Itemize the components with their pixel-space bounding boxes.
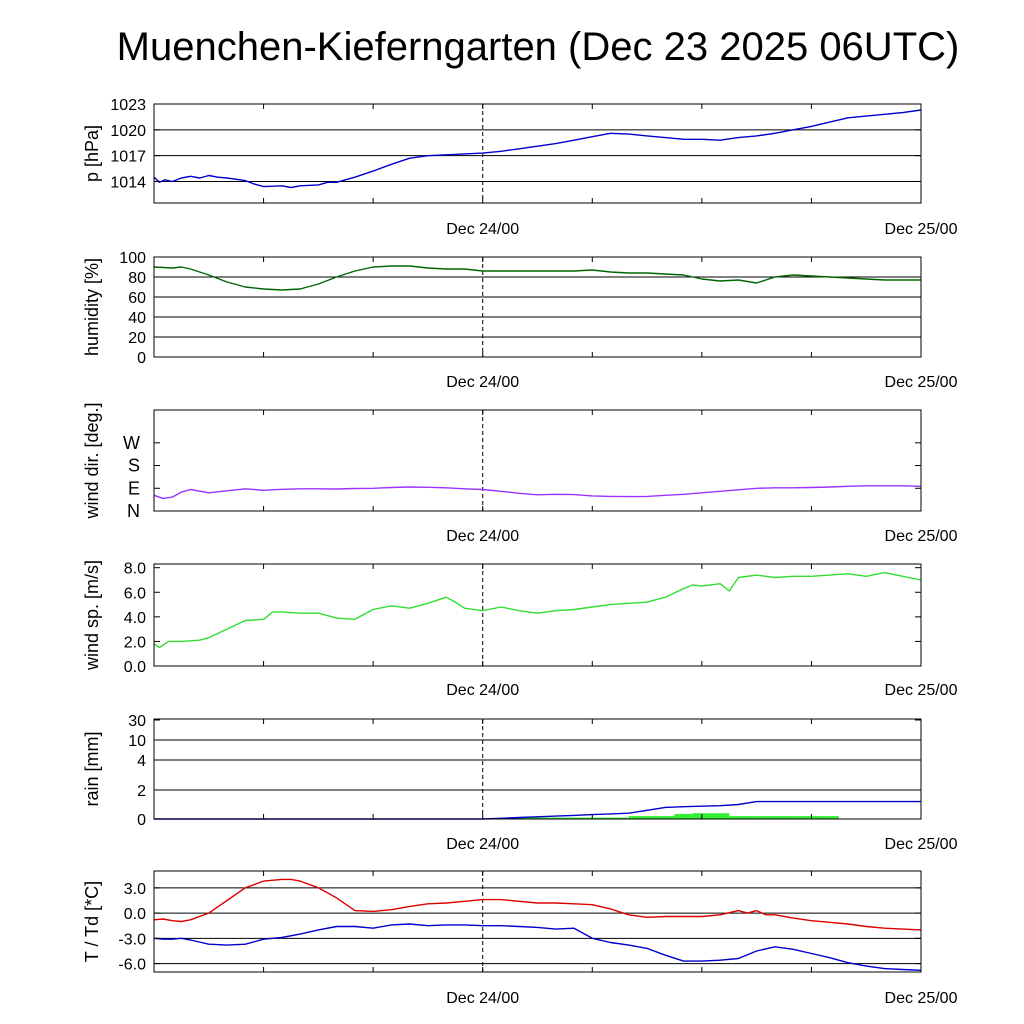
- temperature-y-tick-label: 3.0: [124, 881, 146, 898]
- humidity-y-tick-label: 60: [128, 290, 146, 307]
- rain-frame: [153, 718, 922, 820]
- temperature-series-t: [153, 878, 922, 931]
- rain-y-tick-label: 30: [128, 713, 146, 730]
- rain-x-label: Dec 24/00: [446, 836, 519, 853]
- pressure-y-tick-label: 1020: [110, 123, 146, 140]
- rain-bar: [811, 816, 830, 819]
- rain-bar: [610, 817, 629, 819]
- rain-bar: [500, 817, 538, 819]
- wind-dir-frame: [153, 409, 922, 512]
- temperature-y-tick-label: -3.0: [118, 931, 146, 948]
- humidity-y-tick-label: 40: [128, 310, 146, 327]
- pressure-y-tick-label: 1014: [110, 174, 146, 191]
- wind-dir-y-tick-label: E: [128, 478, 140, 498]
- humidity-panel: 0 20 40 60 80 100 humidity [%] Dec 24/00 Dec 25/…: [82, 250, 958, 391]
- humidity-series-humidity: [153, 265, 921, 291]
- temperature-series-td: [153, 923, 922, 971]
- wind-speed-y-axis-title: wind sp. [m/s]: [82, 560, 102, 671]
- wind-speed-y-tick-label: 8.0: [124, 561, 146, 578]
- wind-speed-series-wind-speed: [153, 571, 922, 649]
- wind-speed-y-tick-label: 0.0: [124, 659, 146, 676]
- rain-bar: [829, 816, 839, 819]
- humidity-y-tick-label: 20: [128, 330, 146, 347]
- wind-speed-y-tick-label: 6.0: [124, 585, 146, 602]
- pressure-y-axis-title: p [hPa]: [82, 125, 102, 182]
- rain-bar: [628, 816, 675, 819]
- rain-bar: [756, 816, 794, 819]
- humidity-y-tick-label: 0: [137, 350, 146, 367]
- rain-series-accumulated-rain: [154, 800, 921, 820]
- wind-speed-y-tick-label: 2.0: [124, 634, 146, 651]
- pressure-frame: [153, 103, 922, 204]
- pressure-panel: 1014 1017 1020 1023 p [hPa] Dec 24/00 Dec 25/0…: [82, 97, 958, 238]
- wind-dir-y-tick-label: W: [123, 433, 140, 453]
- humidity-x-label: Dec 24/00: [446, 374, 519, 391]
- temperature-y-tick-label: -6.0: [118, 957, 146, 974]
- rain-x-label: Dec 25/00: [885, 836, 958, 853]
- humidity-x-label: Dec 25/00: [885, 374, 958, 391]
- temperature-panel: -6.0 -3.0 0.0 3.0 T / Td [*C] Dec 24/00 Dec 25…: [82, 870, 958, 1007]
- rain-bar: [537, 817, 575, 819]
- temperature-frame: [153, 870, 922, 973]
- pressure-series-pressure: [153, 109, 922, 189]
- wind-speed-panel: 0.0 2.0 4.0 6.0 8.0 wind sp. [m/s] Dec 24/00 De…: [82, 560, 958, 699]
- humidity-y-tick-label: 80: [128, 270, 146, 287]
- humidity-y-axis-title: humidity [%]: [82, 258, 102, 356]
- humidity-frame: [153, 256, 922, 358]
- rain-panel: 0 2 4 10 30 rain [mm] Dec 24/00 Dec 25/00: [82, 713, 958, 853]
- chart-title: Muenchen-Kieferngarten (Dec 23 2025 06UT…: [117, 25, 960, 69]
- pressure-y-tick-label: 1017: [110, 149, 146, 166]
- wind-dir-x-label: Dec 24/00: [446, 528, 519, 545]
- wind-dir-y-axis-title: wind dir. [deg.]: [82, 402, 102, 519]
- rain-bar: [692, 813, 730, 819]
- rain-bar: [793, 816, 812, 819]
- temperature-y-tick-label: 0.0: [124, 906, 146, 923]
- wind-dir-x-label: Dec 25/00: [885, 528, 958, 545]
- humidity-y-tick-label: 100: [119, 250, 146, 267]
- rain-bar: [729, 816, 757, 819]
- pressure-x-label: Dec 25/00: [885, 221, 958, 238]
- rain-y-tick-label: 2: [137, 783, 146, 800]
- pressure-y-tick-label: 1023: [110, 97, 146, 114]
- pressure-x-label: Dec 24/00: [446, 221, 519, 238]
- wind-speed-frame: [153, 563, 922, 667]
- wind-speed-x-label: Dec 24/00: [446, 682, 519, 699]
- temperature-y-axis-title: T / Td [*C]: [82, 881, 102, 962]
- rain-y-tick-label: 10: [128, 733, 146, 750]
- wind-dir-y-tick-label: N: [127, 501, 140, 521]
- rain-y-tick-label: 4: [137, 753, 146, 770]
- wind-dir-series-wind-direction: [153, 485, 922, 500]
- wind-speed-x-label: Dec 25/00: [885, 682, 958, 699]
- rain-y-axis-title: rain [mm]: [82, 731, 102, 806]
- wind-dir-y-tick-label: S: [128, 456, 140, 476]
- temperature-x-label: Dec 24/00: [446, 990, 519, 1007]
- wind-speed-y-tick-label: 4.0: [124, 610, 146, 627]
- temperature-x-label: Dec 25/00: [885, 990, 958, 1007]
- rain-y-tick-label: 0: [137, 812, 146, 829]
- rain-bar: [674, 813, 693, 819]
